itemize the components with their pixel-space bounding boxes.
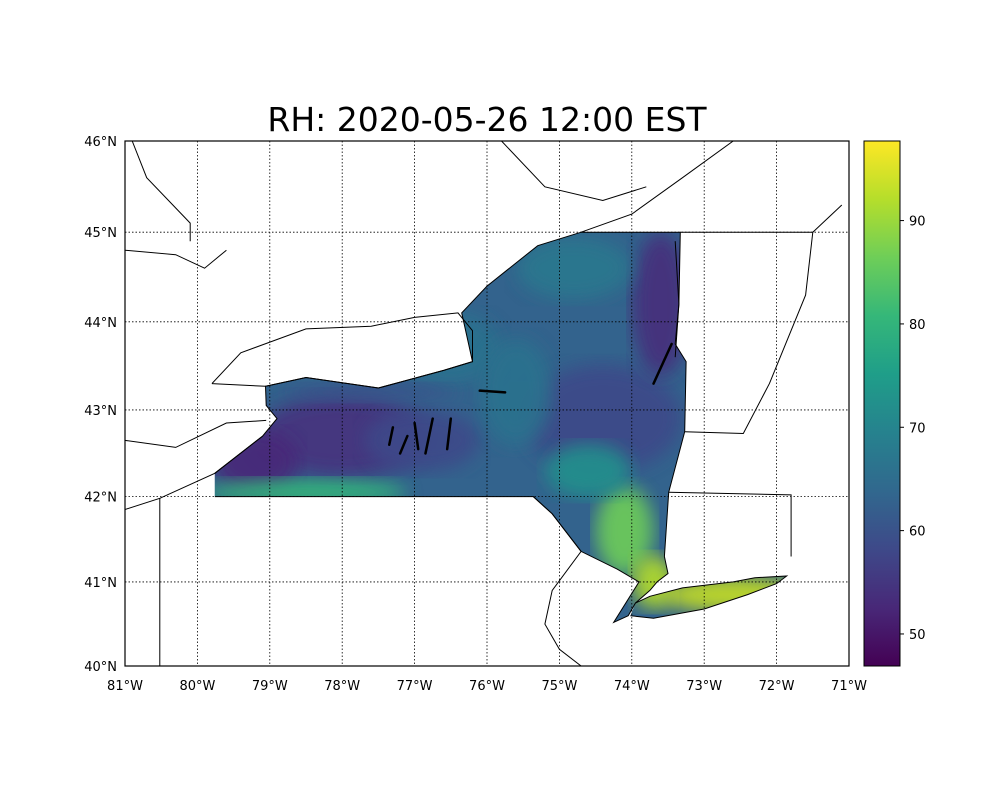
- rh-region: [214, 478, 407, 506]
- lon-tick-label: 78°W: [324, 679, 360, 694]
- lon-tick-label: 79°W: [252, 679, 288, 694]
- rh-region: [364, 408, 480, 472]
- lake-outline: [424, 417, 434, 455]
- gridlines: [125, 141, 849, 666]
- boundary-line: [812, 204, 843, 233]
- coastlines-borders: [125, 141, 843, 666]
- rh-region: [545, 443, 632, 498]
- colorbar-tick-label: 80: [909, 318, 926, 333]
- lat-tick-label: 45°N: [84, 226, 117, 241]
- boundary-line: [630, 575, 789, 619]
- lat-tick-label: 43°N: [84, 404, 117, 419]
- rh-region: [595, 485, 654, 576]
- colorbar: [863, 140, 901, 667]
- lat-tick-label: 42°N: [84, 491, 117, 506]
- boundary-line: [125, 249, 227, 269]
- boundary-line: [131, 141, 191, 242]
- lon-tick-label: 71°W: [831, 679, 867, 694]
- lake-outline: [413, 421, 420, 451]
- lon-tick-label: 73°W: [686, 679, 722, 694]
- lake-outline: [445, 417, 453, 451]
- lat-tick-label: 46°N: [84, 135, 117, 150]
- boundary-line: [125, 435, 263, 510]
- colorbar-tick-label: 60: [909, 525, 926, 540]
- lon-tick-label: 75°W: [541, 679, 577, 694]
- lat-tick-label: 44°N: [84, 316, 117, 331]
- axis-labels: 81°W 80°W 79°W 78°W 77°W 76°W 75°W 74°W 73°W 72°W…: [84, 135, 867, 694]
- colorbar-tick-label: 50: [909, 628, 926, 643]
- rh-region: [284, 383, 458, 402]
- map-title: RH: 2020-05-26 12:00 EST: [267, 100, 707, 139]
- lake-outline: [652, 342, 673, 385]
- rh-region: [479, 338, 552, 447]
- boundary-line: [684, 232, 814, 435]
- map-frame: [124, 140, 850, 667]
- boundary-line: [211, 312, 473, 389]
- boundary-line: [674, 241, 680, 358]
- rh-region: [516, 236, 632, 300]
- lat-tick-label: 41°N: [84, 576, 117, 591]
- lon-tick-label: 72°W: [759, 679, 795, 694]
- boundary-line: [580, 141, 734, 233]
- lat-tick-label: 40°N: [84, 660, 117, 675]
- lon-tick-label: 76°W: [469, 679, 505, 694]
- lon-tick-label: 77°W: [397, 679, 433, 694]
- colorbar-ticks: 50 60 70 80 90: [900, 215, 926, 643]
- boundary-line: [668, 491, 792, 557]
- lon-tick-label: 74°W: [614, 679, 650, 694]
- lake-outline: [398, 434, 409, 455]
- colorbar-tick-label: 70: [909, 421, 926, 436]
- lon-tick-label: 81°W: [107, 679, 143, 694]
- lon-tick-label: 80°W: [179, 679, 215, 694]
- rh-region: [631, 232, 690, 377]
- colorbar-tick-label: 90: [909, 215, 926, 230]
- lake-outline: [388, 426, 395, 447]
- rh-region: [523, 364, 683, 473]
- boundary-line: [125, 419, 267, 448]
- lake-outline: [478, 389, 507, 394]
- boundary-line: [501, 141, 647, 202]
